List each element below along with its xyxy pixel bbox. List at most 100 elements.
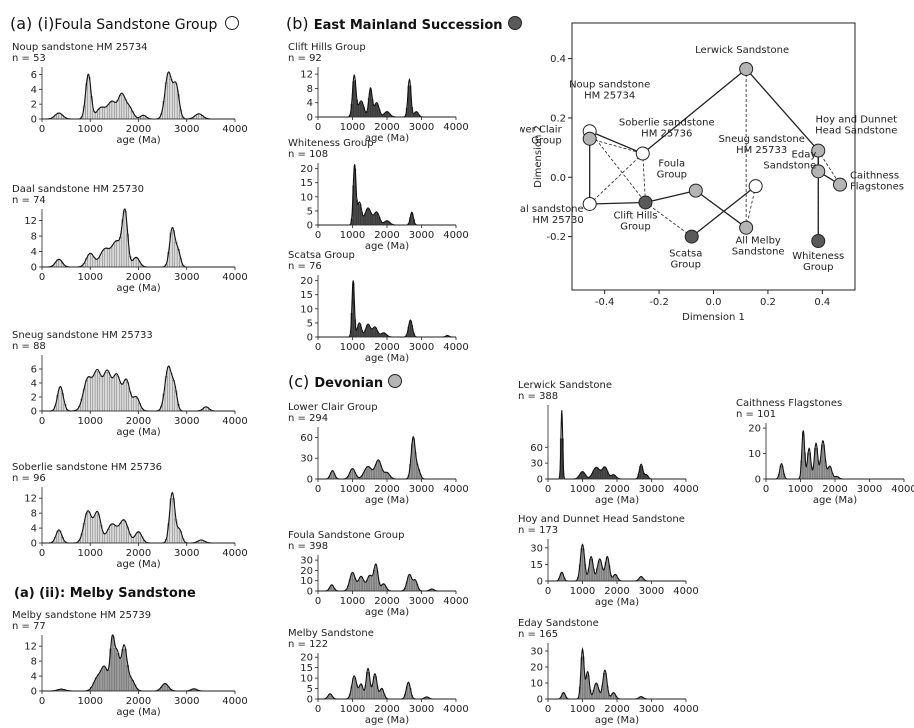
heading-c-name: Devonian xyxy=(314,376,384,391)
density-plot: 0 1000 2000 3000 4000 0 2 4 6 age (Ma) xyxy=(31,67,247,146)
x-tick-label: 3000 xyxy=(174,272,199,283)
histogram-bar xyxy=(106,669,110,692)
legend-symbol-foula xyxy=(225,16,240,30)
histogram-bar xyxy=(362,216,365,226)
x-tick-label: 1000 xyxy=(340,342,365,353)
histogram-bar xyxy=(104,107,108,120)
histogram-bar xyxy=(383,472,386,480)
histogram-bar xyxy=(385,472,388,480)
histogram-bar xyxy=(594,573,597,582)
solid-link xyxy=(642,68,747,155)
x-tick-label: 0 xyxy=(315,122,321,133)
density-plot: 0 1000 2000 3000 4000 0 5 10 15 20 age (Ma) xyxy=(300,163,468,252)
panel-noup: Noup sandstone HM 25734 n = 53 0 1000 2000 30… xyxy=(12,42,247,146)
panel-foulagroup: Foula Sandstone Group n = 398 0 1000 2000 300… xyxy=(288,530,468,618)
y-tick-label: 60 xyxy=(300,433,313,444)
x-tick-label: 1000 xyxy=(570,586,595,597)
histogram-bar xyxy=(92,375,96,412)
x-tick-label: 0 xyxy=(545,484,551,495)
histogram-bar xyxy=(104,668,108,692)
mds-point-scatsa xyxy=(684,229,699,244)
mds-label-scatsa: Scatsa Group xyxy=(669,249,702,271)
density-plot: 0 1000 2000 3000 4000 0 10 20 age (Ma) xyxy=(748,423,914,506)
x-tick-label: 2000 xyxy=(822,484,847,495)
y-tick-label: 4 xyxy=(31,379,37,390)
y-tick-label: 5 xyxy=(307,684,313,695)
panel-caithness: Caithness Flagstones n = 101 0 1000 2000 3000… xyxy=(736,398,914,506)
y-tick-label: 20 xyxy=(530,663,543,674)
x-tick-label: 0 xyxy=(315,342,321,353)
x-tick-label: 4000 xyxy=(222,124,247,135)
heading-a-i-name: Foula Sandstone Group xyxy=(54,17,218,33)
histogram-bar xyxy=(111,101,115,120)
histogram-bar xyxy=(94,512,98,544)
x-tick-label: 2000 xyxy=(126,124,151,135)
x-tick-label: 4000 xyxy=(222,548,247,559)
density-plot: 0 1000 2000 3000 4000 0 2 4 6 age (Ma) xyxy=(31,355,247,438)
histogram-bar xyxy=(106,104,110,120)
panel-scatsa: Scatsa Group n = 76 0 1000 2000 3000 4000 0 5 10 1… xyxy=(288,250,468,364)
heading-c-prefix: (c) xyxy=(288,372,310,391)
histogram-bar xyxy=(597,469,600,480)
y-tick-label: 0 xyxy=(537,577,543,588)
mds-label-allmelby: All Melby Sandstone xyxy=(732,236,785,258)
x-tick-label: 3000 xyxy=(409,596,434,607)
panel-n-label: n = 96 xyxy=(12,473,46,484)
x-tick-label: 4000 xyxy=(443,484,468,495)
x-axis-label: age (Ma) xyxy=(365,607,409,618)
panel-n-label: n = 388 xyxy=(518,391,559,402)
mds-label-clift: Clift Hills Group xyxy=(613,210,657,232)
panel-title: Melby Sandstone xyxy=(288,628,374,639)
mds-point-sneug xyxy=(748,179,763,194)
histogram-bar xyxy=(87,377,91,412)
histogram-bar xyxy=(378,461,381,480)
panel-n-label: n = 76 xyxy=(288,261,322,272)
y-tick-label: 0 xyxy=(307,587,313,598)
y-tick-label: 15 xyxy=(300,178,313,189)
x-tick-label: 4000 xyxy=(673,484,698,495)
x-tick-label: 3000 xyxy=(857,484,882,495)
x-axis-label: age (Ma) xyxy=(595,495,639,506)
x-axis-label: age (Ma) xyxy=(365,715,409,726)
panel-n-label: n = 108 xyxy=(288,149,329,160)
histogram-bar xyxy=(373,468,376,480)
x-tick-label: 3000 xyxy=(409,484,434,495)
density-plot: 0 1000 2000 3000 4000 0 10 20 30 age (Ma) xyxy=(530,643,698,726)
histogram-bar xyxy=(362,690,365,700)
y-tick-label: 8 xyxy=(31,509,37,520)
histogram-bar xyxy=(126,103,129,120)
y-tick-label: 30 xyxy=(530,459,543,470)
mds-label-soberlie: Soberlie sandstone HM 25736 xyxy=(619,118,715,140)
x-tick-label: 1000 xyxy=(340,484,365,495)
histogram-bar xyxy=(111,524,115,544)
panel-title: Whiteness Group xyxy=(288,138,374,149)
solid-link xyxy=(645,189,696,204)
histogram-bar xyxy=(123,380,127,412)
histogram-bar xyxy=(109,101,113,120)
x-tick-label: 4000 xyxy=(222,416,247,427)
dashed-link xyxy=(589,131,646,203)
histogram-bar xyxy=(411,579,414,592)
x-tick-label: 3000 xyxy=(409,230,434,241)
x-tick-label: 3000 xyxy=(409,342,434,353)
histogram-bar xyxy=(412,580,415,592)
x-tick-label: 0.0 xyxy=(706,297,722,308)
y-tick-label: 15 xyxy=(530,560,543,571)
histogram-bar xyxy=(114,241,117,268)
histogram-bar xyxy=(121,384,125,412)
histogram-bar xyxy=(131,537,134,544)
panel-n-label: n = 74 xyxy=(12,195,46,206)
histogram-bar xyxy=(97,371,101,412)
density-curve xyxy=(548,646,686,700)
histogram-bar xyxy=(594,467,597,480)
histogram-bar xyxy=(111,244,115,268)
x-tick-label: 2000 xyxy=(604,484,629,495)
histogram-bar xyxy=(116,100,120,120)
histogram-bar xyxy=(111,636,115,692)
panel-title: Caithness Flagstones xyxy=(736,398,843,409)
panel-title: Melby sandstone HM 25739 xyxy=(12,610,152,621)
panel-title: Soberlie sandstone HM 25736 xyxy=(12,462,163,473)
histogram-bar xyxy=(94,259,98,268)
histogram-bar xyxy=(584,678,587,700)
panel-title: Clift Hills Group xyxy=(288,42,366,53)
